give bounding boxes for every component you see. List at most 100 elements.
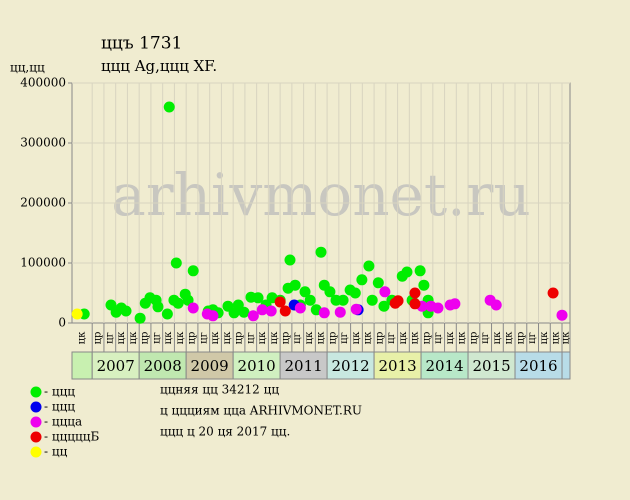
point bbox=[409, 298, 421, 310]
legend-label: - ццц bbox=[44, 385, 75, 399]
point bbox=[120, 305, 132, 317]
point bbox=[134, 312, 146, 324]
note: ц ццциям цца ARHIVMONET.RU bbox=[160, 404, 362, 418]
y-tick-label: 300000 bbox=[20, 136, 66, 150]
year-cell bbox=[279, 351, 328, 380]
point bbox=[187, 302, 199, 314]
legend-marker bbox=[30, 431, 42, 443]
point bbox=[252, 292, 264, 304]
period-label: цр bbox=[421, 332, 432, 345]
point bbox=[294, 302, 306, 314]
year-cell bbox=[232, 351, 281, 380]
point bbox=[265, 305, 277, 317]
period-label: цк bbox=[210, 331, 221, 344]
point bbox=[334, 306, 346, 318]
legend-marker bbox=[30, 416, 42, 428]
period-label: цк bbox=[551, 331, 562, 344]
period-label: цк bbox=[539, 331, 550, 344]
note: ццняя цц 34212 цц bbox=[160, 383, 279, 397]
chart-title: ццъ 1731 bbox=[101, 34, 182, 54]
point bbox=[379, 286, 391, 298]
period-label: цк bbox=[561, 331, 572, 344]
year-cell bbox=[326, 351, 375, 380]
period-label: цр bbox=[374, 332, 385, 345]
y-tick-label: 400000 bbox=[20, 76, 66, 90]
note: ццц ц 20 ця 2017 цц. bbox=[160, 425, 290, 439]
point bbox=[161, 308, 173, 320]
last-cell bbox=[561, 351, 571, 380]
point bbox=[274, 296, 286, 308]
point bbox=[349, 287, 361, 299]
period-label: цк bbox=[77, 331, 88, 344]
period-label: цг bbox=[292, 332, 303, 344]
y-tick-label: 0 bbox=[58, 316, 66, 330]
legend-label: - ццца bbox=[44, 415, 82, 429]
point bbox=[350, 303, 362, 315]
period-label: цг bbox=[245, 332, 256, 344]
point bbox=[170, 257, 182, 269]
point bbox=[207, 310, 219, 322]
year-cell bbox=[185, 351, 234, 380]
x-tick-label: 2010 bbox=[238, 357, 276, 375]
legend-marker bbox=[30, 446, 42, 458]
point bbox=[337, 294, 349, 306]
period-label: цк bbox=[363, 331, 374, 344]
point bbox=[414, 265, 426, 277]
point bbox=[372, 277, 384, 289]
period-label: цр bbox=[187, 332, 198, 345]
point bbox=[547, 287, 559, 299]
period-label: цр bbox=[93, 332, 104, 345]
point bbox=[172, 297, 184, 309]
chart-subtitle: ццц Ag,ццц XF. bbox=[101, 57, 217, 75]
point bbox=[556, 309, 568, 321]
x-tick-label: 2012 bbox=[332, 357, 370, 375]
legend-marker bbox=[30, 401, 42, 413]
period-label: цк bbox=[410, 331, 421, 344]
point bbox=[418, 279, 430, 291]
point bbox=[187, 265, 199, 277]
year-cell bbox=[420, 351, 469, 380]
period-label: цр bbox=[234, 332, 245, 345]
legend-label: - цц bbox=[44, 445, 68, 459]
point bbox=[318, 307, 330, 319]
period-label: цр bbox=[468, 332, 479, 345]
point bbox=[182, 294, 194, 306]
period-label: цг bbox=[151, 332, 162, 344]
x-tick-label: 2014 bbox=[425, 357, 463, 375]
point bbox=[324, 286, 336, 298]
point bbox=[378, 300, 390, 312]
period-label: цр bbox=[327, 332, 338, 345]
period-label: цк bbox=[222, 331, 233, 344]
point bbox=[289, 279, 301, 291]
point bbox=[71, 308, 83, 320]
period-label: цк bbox=[128, 331, 139, 344]
x-tick-label: 2009 bbox=[191, 357, 229, 375]
y-axis-label: цц,цц bbox=[10, 61, 45, 75]
period-label: цк bbox=[269, 331, 280, 344]
point bbox=[432, 302, 444, 314]
x-tick-label: 2016 bbox=[519, 357, 557, 375]
x-tick-label: 2008 bbox=[144, 357, 182, 375]
point bbox=[392, 295, 404, 307]
period-label: цк bbox=[304, 331, 315, 344]
point bbox=[409, 287, 421, 299]
legend-label: - ццц bbox=[44, 400, 75, 414]
period-label: цк bbox=[116, 331, 127, 344]
period-label: цк bbox=[504, 331, 515, 344]
period-label: цг bbox=[198, 332, 209, 344]
period-label: цг bbox=[339, 332, 350, 344]
point bbox=[449, 298, 461, 310]
y-tick-label: 200000 bbox=[20, 196, 66, 210]
period-label: цр bbox=[140, 332, 151, 345]
point bbox=[366, 294, 378, 306]
x-tick-label: 2007 bbox=[97, 357, 135, 375]
point bbox=[238, 306, 250, 318]
point bbox=[152, 301, 164, 313]
y-tick-label: 100000 bbox=[20, 256, 66, 270]
period-label: цг bbox=[527, 332, 538, 344]
year-cell bbox=[467, 351, 516, 380]
year-cell bbox=[514, 351, 563, 380]
period-label: цр bbox=[280, 332, 291, 345]
period-label: цг bbox=[480, 332, 491, 344]
period-label: цк bbox=[351, 331, 362, 344]
